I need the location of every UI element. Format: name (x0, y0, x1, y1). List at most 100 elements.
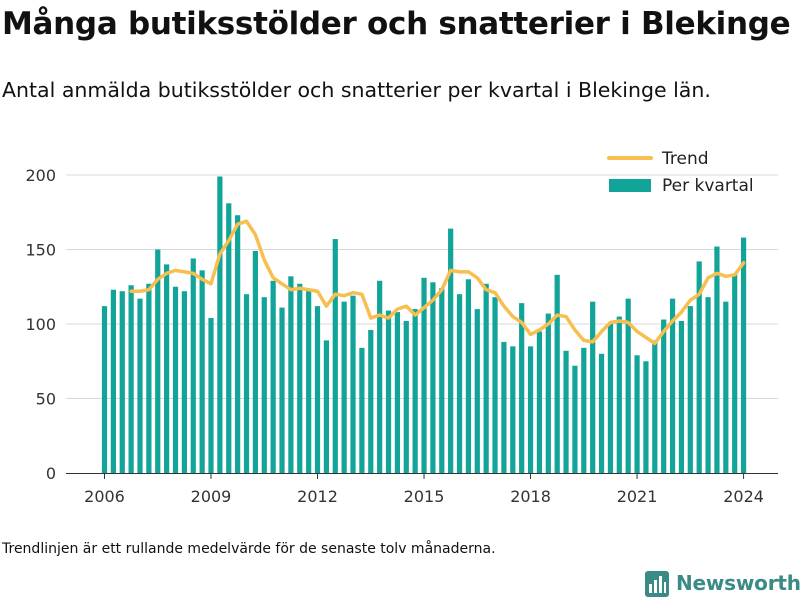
footnote: Trendlinjen är ett rullande medelvärde f… (2, 541, 496, 557)
legend-label-trend: Trend (661, 149, 709, 169)
bar (155, 249, 161, 473)
bar (323, 340, 329, 473)
x-tick-label: 2024 (723, 487, 764, 506)
bar (261, 297, 267, 473)
bar (474, 309, 480, 473)
x-tick-label: 2012 (297, 487, 338, 506)
bar (616, 316, 622, 473)
bar (554, 274, 560, 473)
legend-label-per-kvartal: Per kvartal (662, 176, 754, 196)
chart: 0 50 100 150 200 2006 2009 2012 2015 2018 2021 2024… (25, 149, 778, 506)
bar (723, 301, 729, 473)
bar (581, 347, 587, 473)
x-tick-label: 2021 (617, 487, 658, 506)
bar (306, 289, 312, 473)
bar (359, 347, 365, 473)
bar (190, 258, 196, 473)
bar (456, 294, 463, 473)
bar (137, 298, 143, 473)
bar (181, 291, 187, 473)
bar (483, 283, 489, 473)
bar (421, 277, 427, 473)
bar (634, 355, 640, 473)
bar (226, 203, 232, 473)
legend: Trend Per kvartal (607, 149, 754, 196)
bar (101, 306, 108, 473)
bar-chart-icon (645, 571, 669, 597)
bar (288, 276, 294, 473)
bar (492, 297, 498, 473)
bar (669, 298, 676, 473)
legend-swatch-per-kvartal (609, 179, 651, 192)
bar (430, 282, 436, 473)
bar (607, 324, 614, 473)
bar (110, 289, 116, 473)
bar (128, 285, 134, 473)
trend-line (129, 219, 746, 346)
bar (412, 309, 418, 473)
trend-line-layer (129, 219, 746, 346)
bar (590, 301, 596, 473)
bar (332, 239, 338, 473)
bar (696, 261, 702, 473)
bar (164, 264, 170, 473)
bar (314, 306, 321, 473)
bar (350, 295, 356, 473)
bar (536, 331, 543, 473)
bar (527, 346, 534, 473)
bars (101, 176, 747, 474)
bar (501, 341, 507, 473)
chart-subtitle: Antal anmälda butiksstölder och snatteri… (2, 78, 711, 102)
y-tick-label: 50 (36, 390, 56, 409)
bar (243, 294, 250, 473)
bar (439, 288, 445, 473)
bar (448, 228, 454, 473)
bar (714, 246, 720, 473)
brand-logo[interactable]: Newsworthy (645, 568, 800, 598)
y-tick-label: 150 (25, 241, 56, 260)
bar (279, 307, 285, 473)
bar (687, 306, 693, 473)
bar (652, 340, 658, 473)
bar (732, 274, 738, 473)
bar (598, 353, 605, 473)
bar (563, 350, 569, 473)
bar (545, 313, 551, 473)
bar (510, 346, 516, 473)
bar (519, 303, 525, 473)
axes: 0 50 100 150 200 2006 2009 2012 2015 2018 2021 2024 (25, 166, 778, 506)
x-tick-label: 2015 (404, 487, 445, 506)
bar (625, 298, 631, 473)
bar (252, 250, 258, 473)
bar (643, 361, 649, 473)
bar (740, 237, 747, 473)
bar (146, 283, 152, 473)
x-tick-label: 2006 (84, 487, 125, 506)
bar (119, 291, 125, 473)
bar (678, 321, 685, 473)
bar (297, 283, 303, 473)
bar (661, 319, 667, 473)
bar (377, 280, 383, 473)
bar (199, 270, 205, 473)
x-tick-label: 2009 (191, 487, 232, 506)
bar (341, 301, 347, 473)
bar (403, 321, 409, 473)
bar (270, 280, 276, 473)
bar (572, 365, 578, 473)
x-tick-label: 2018 (510, 487, 551, 506)
chart-title: Många butiksstölder och snatterier i Ble… (2, 6, 791, 42)
bar (368, 329, 374, 473)
y-tick-label: 0 (46, 464, 56, 483)
bar (465, 279, 472, 473)
y-tick-label: 100 (25, 315, 56, 334)
bar (705, 297, 711, 473)
bar (217, 176, 223, 474)
brand-name: Newsworthy (676, 571, 800, 595)
bar (172, 286, 179, 473)
y-tick-label: 200 (25, 166, 56, 185)
bar (235, 215, 241, 474)
bar (208, 318, 214, 473)
bar (394, 312, 401, 473)
bar (385, 310, 392, 473)
